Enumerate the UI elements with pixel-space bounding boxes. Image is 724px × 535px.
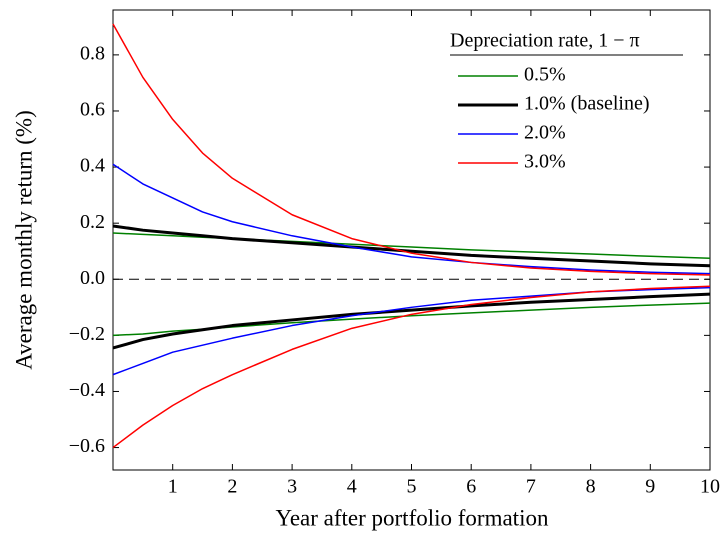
series-line <box>112 292 711 350</box>
y-tick-label: 0.2 <box>80 211 105 233</box>
y-tick-label: 0.4 <box>80 155 105 177</box>
x-axis-label: Year after portfolio formation <box>276 505 549 530</box>
legend-label: 0.5% <box>524 64 566 86</box>
series-line <box>112 285 711 449</box>
series-line <box>112 23 711 276</box>
plot-frame <box>112 9 711 471</box>
y-tick-label: 0.6 <box>80 99 105 121</box>
x-tick-label: 8 <box>586 476 596 498</box>
x-tick-label: 1 <box>168 476 178 498</box>
x-tick-label: 5 <box>407 476 417 498</box>
x-tick-label: 7 <box>526 476 536 498</box>
series-line <box>112 224 711 268</box>
legend-label: 2.0% <box>524 122 566 144</box>
legend-title: Depreciation rate, 1 − π <box>450 30 640 52</box>
x-tick-label: 4 <box>347 476 357 498</box>
x-tick-label: 10 <box>700 476 720 498</box>
x-tick-label: 6 <box>466 476 476 498</box>
x-tick-label: 2 <box>227 476 237 498</box>
series-line <box>112 302 711 337</box>
y-axis-label: Average monthly return (%) <box>11 110 36 370</box>
y-tick-label: 0.8 <box>80 42 105 64</box>
y-tick-label: −0.4 <box>69 379 105 401</box>
series-line <box>112 232 711 259</box>
y-tick-label: 0.0 <box>80 267 105 289</box>
y-tick-label: −0.2 <box>69 323 105 345</box>
x-tick-label: 9 <box>645 476 655 498</box>
series-line <box>112 163 711 275</box>
legend-label: 3.0% <box>524 151 566 173</box>
y-tick-label: −0.6 <box>69 435 105 457</box>
x-tick-label: 3 <box>287 476 297 498</box>
legend-label: 1.0% (baseline) <box>524 93 650 115</box>
